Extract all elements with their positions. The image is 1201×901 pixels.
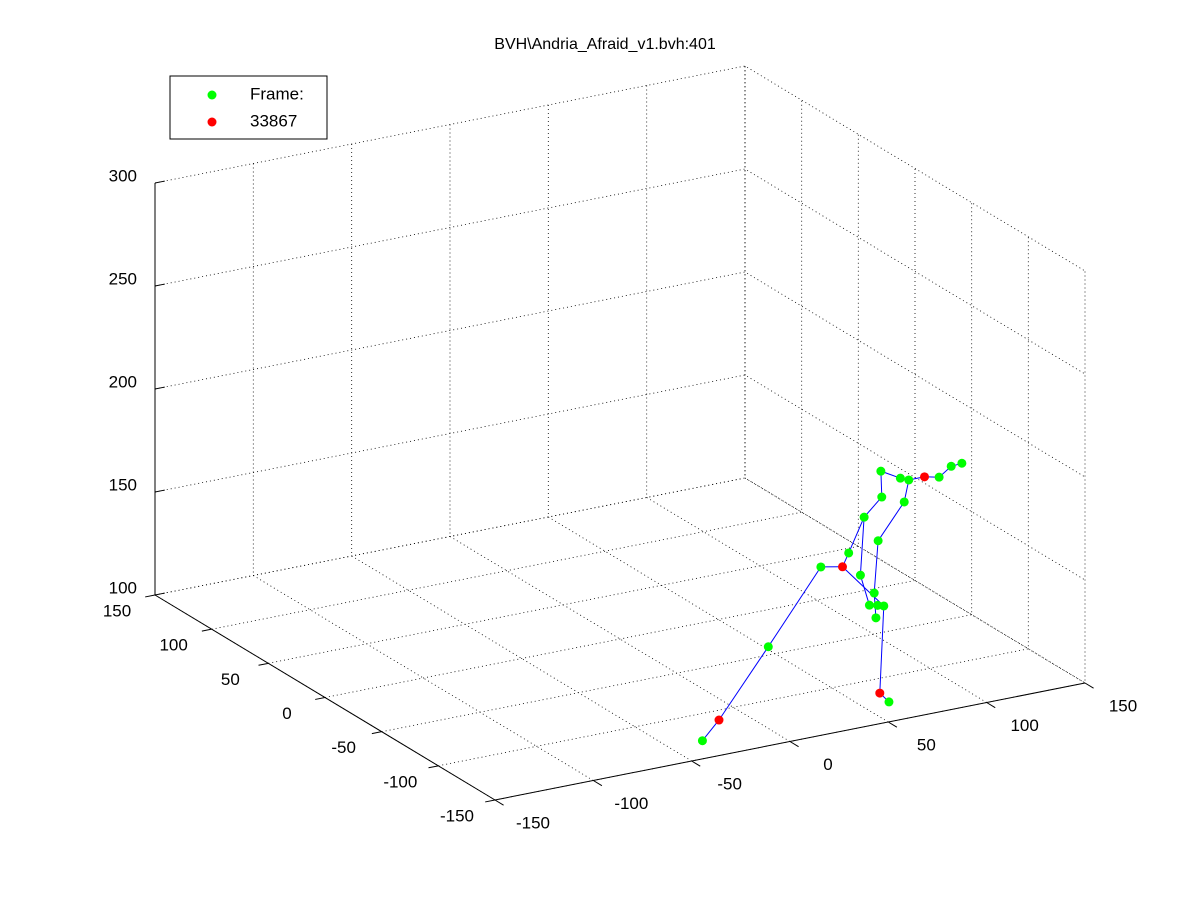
- x-tick: [691, 760, 701, 767]
- x-tick: [789, 741, 799, 748]
- x-tick-label: 0: [823, 755, 832, 774]
- grid-line: [646, 85, 987, 703]
- joint-marker: [899, 497, 909, 507]
- y-tick-label: -150: [440, 806, 474, 825]
- y-tick: [201, 628, 212, 632]
- joint-marker: [904, 475, 914, 485]
- y-tick: [258, 662, 269, 666]
- joint-marker: [946, 461, 956, 471]
- x-tick-label: -50: [717, 774, 742, 793]
- joint-marker: [838, 562, 847, 572]
- grid-line: [154, 271, 1086, 478]
- joint-marker: [714, 715, 724, 725]
- y-tick-label: 150: [103, 601, 131, 620]
- grid-line: [268, 134, 859, 664]
- x-tick-label: 50: [917, 735, 936, 754]
- legend-box: [169, 75, 328, 140]
- y-tick: [428, 765, 439, 769]
- joint-marker: [875, 688, 885, 698]
- y-tick-label: 0: [282, 704, 291, 723]
- legend-marker: [207, 117, 217, 127]
- y-tick: [315, 697, 326, 700]
- grid-line: [154, 65, 1086, 272]
- z-tick: [154, 180, 165, 184]
- joint-marker: [884, 697, 894, 707]
- z-tick-label: 100: [109, 578, 137, 597]
- legend-marker: [207, 90, 217, 100]
- x-tick: [888, 721, 898, 728]
- joint-marker: [873, 536, 883, 546]
- joint-marker: [877, 492, 887, 502]
- y-tick-label: 50: [221, 670, 240, 689]
- bone-line: [842, 566, 890, 703]
- joint-marker: [957, 458, 967, 468]
- joint-marker: [864, 600, 874, 610]
- joint-marker: [697, 736, 707, 746]
- chart-title: BVH\Andria_Afraid_v1.bvh:401: [494, 36, 716, 53]
- x-tick: [593, 780, 603, 787]
- x-tick: [986, 702, 996, 709]
- grid-line: [154, 477, 1086, 684]
- legend: Frame: 33867: [169, 75, 328, 140]
- y-tick: [371, 731, 382, 735]
- z-tick: [154, 592, 165, 596]
- y-tick-label: -100: [383, 772, 417, 791]
- z-tick-label: 200: [109, 372, 137, 391]
- joint-marker: [859, 512, 869, 522]
- x-tick-label: 100: [1010, 716, 1038, 735]
- joint-marker: [816, 562, 826, 572]
- grid-line: [438, 236, 1029, 767]
- joint-marker: [871, 613, 881, 623]
- x-tick: [494, 799, 504, 806]
- x-tick-label: -150: [516, 813, 550, 832]
- x-tick-label: 150: [1109, 696, 1137, 715]
- z-tick-label: 300: [109, 166, 137, 185]
- joint-marker: [920, 472, 929, 482]
- z-tick: [154, 283, 165, 287]
- joint-marker: [869, 588, 879, 598]
- grid-line: [211, 100, 803, 630]
- joint-marker: [876, 466, 886, 476]
- z-tick-label: 250: [109, 269, 137, 288]
- grid-line: [381, 202, 973, 733]
- y-tick-label: -50: [331, 738, 356, 757]
- joint-marker: [934, 472, 944, 482]
- z-tick: [154, 386, 165, 390]
- joint-marker: [844, 548, 854, 558]
- legend-label: Frame:: [250, 84, 304, 103]
- joint-marker: [855, 570, 865, 580]
- joint-marker: [895, 473, 905, 483]
- grid-line: [744, 66, 1086, 684]
- legend-label: 33867: [250, 111, 297, 130]
- x-tick: [1084, 682, 1094, 689]
- grid-line: [324, 168, 916, 698]
- joint-marker: [879, 601, 889, 611]
- z-tick-label: 150: [109, 475, 137, 494]
- grid-line: [154, 168, 1086, 375]
- z-tick: [154, 489, 165, 493]
- y-tick: [485, 799, 496, 803]
- y-tick-label: 100: [159, 636, 187, 655]
- y-tick: [145, 594, 156, 598]
- grid-line: [154, 374, 1086, 581]
- x-tick-label: -100: [614, 794, 648, 813]
- joint-marker: [763, 642, 773, 652]
